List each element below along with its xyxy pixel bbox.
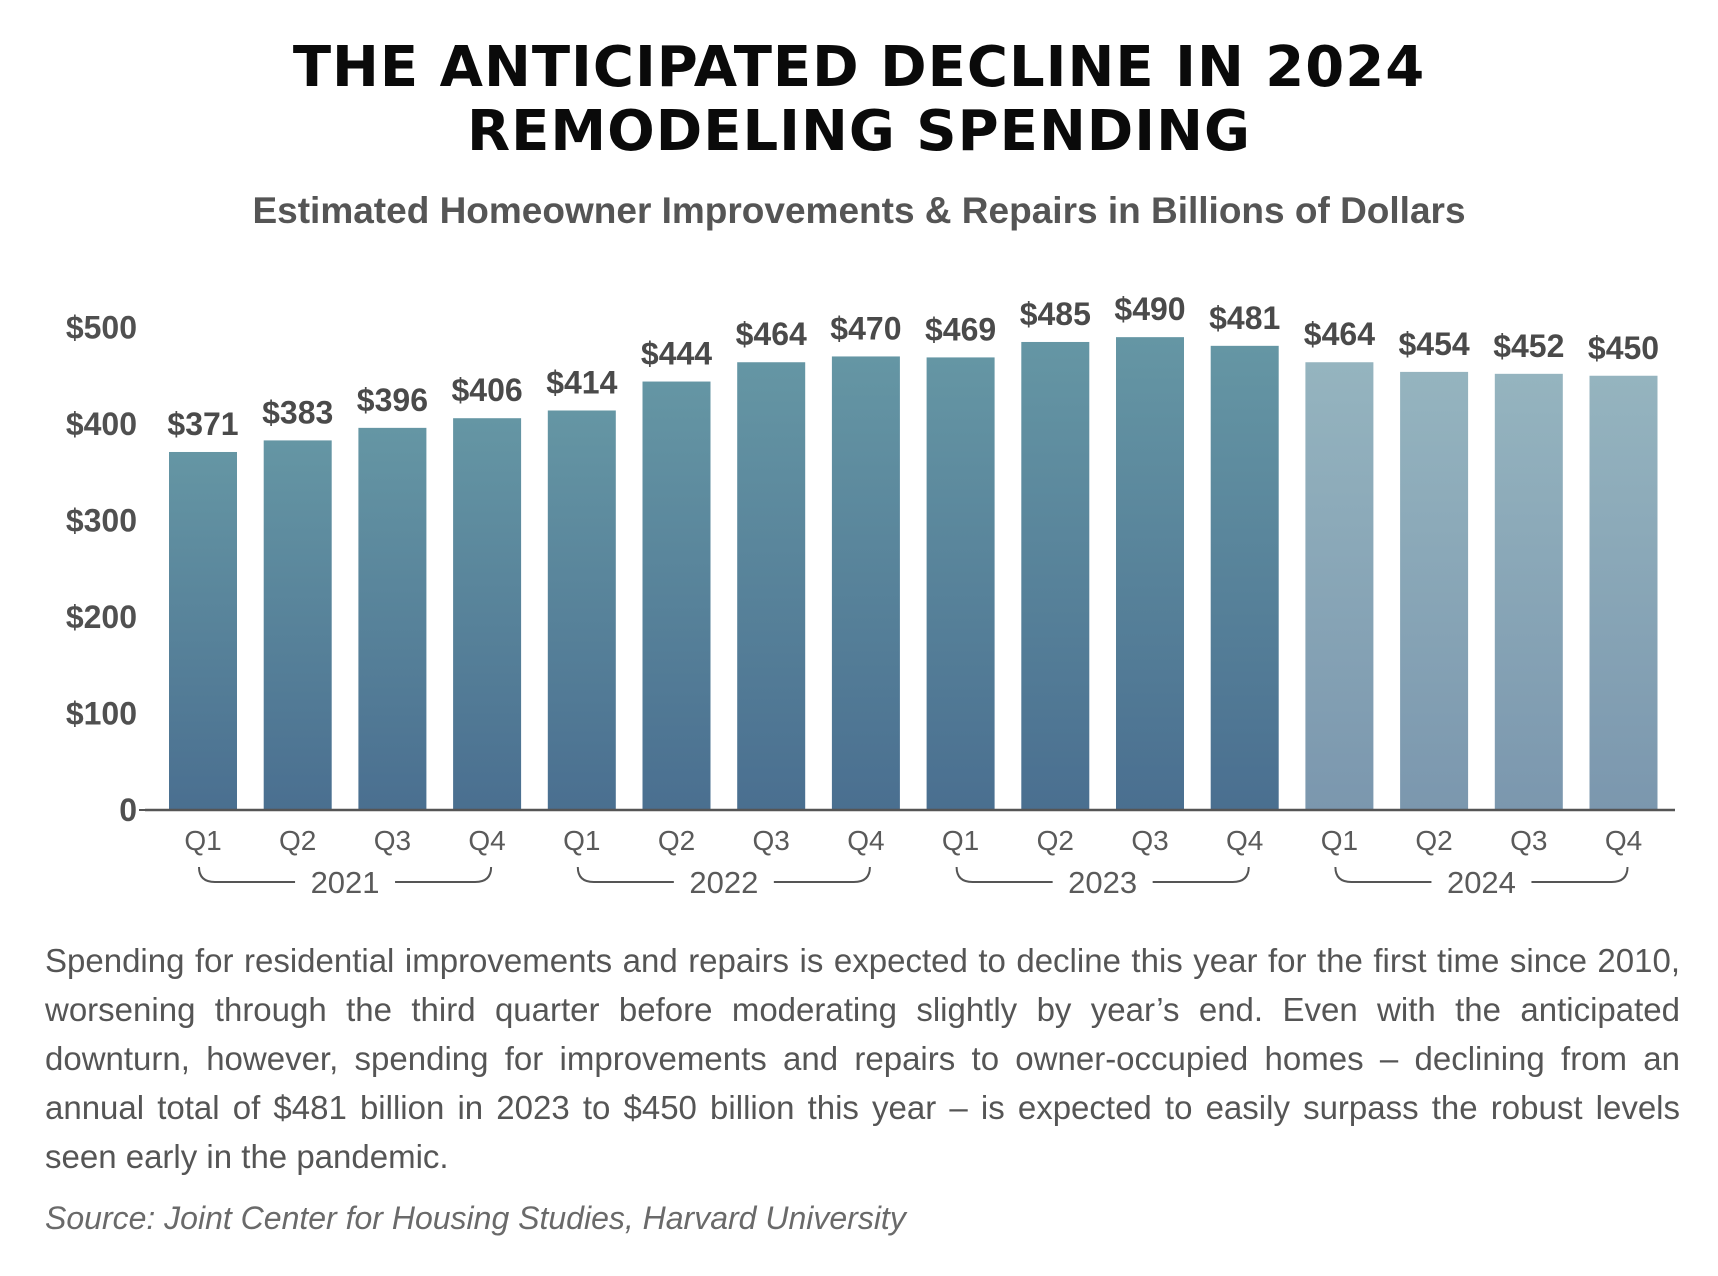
x-tick-label: Q4 — [1226, 825, 1263, 856]
description-paragraph: Spending for residential improvements an… — [45, 942, 1680, 1175]
chart-title-line-1: THE ANTICIPATED DECLINE IN 2024 — [292, 35, 1426, 100]
bar-value-label: $396 — [357, 382, 428, 418]
bar — [1116, 337, 1184, 810]
y-tick-label: 0 — [119, 792, 137, 828]
x-tick-label: Q3 — [753, 825, 790, 856]
x-tick-label: Q3 — [1131, 825, 1168, 856]
x-tick-label: Q1 — [563, 825, 600, 856]
bar-value-label: $464 — [1304, 316, 1375, 352]
year-label: 2023 — [1068, 865, 1137, 900]
bracket-line — [955, 866, 1250, 883]
bar-value-label: $464 — [736, 316, 807, 352]
x-tick-label: Q4 — [468, 825, 505, 856]
bar — [1210, 345, 1279, 810]
bar-value-label: $485 — [1020, 296, 1091, 332]
bars: $371 $383 $396 $406 $414 $444 $464 $470 $469 $485… — [167, 291, 1659, 810]
bar — [737, 362, 806, 810]
year-bracket: 2021 — [198, 865, 493, 900]
bar-value-label: $450 — [1588, 330, 1659, 366]
bar-value-label: $444 — [641, 336, 712, 372]
bar-projected — [1400, 371, 1469, 810]
chart-title-line-2: REMODELING SPENDING — [467, 99, 1251, 164]
bracket-line — [198, 866, 493, 883]
x-tick-label: Q1 — [942, 825, 979, 856]
bar-value-label: $383 — [262, 394, 333, 430]
y-tick-label: $500 — [66, 310, 137, 346]
bar — [169, 451, 237, 810]
bar — [547, 410, 616, 810]
y-tick-label: $300 — [66, 503, 137, 539]
bar — [831, 356, 900, 810]
bar-value-label: $371 — [167, 406, 238, 442]
bar-value-label: $414 — [546, 364, 617, 400]
x-axis: Q1 Q2 Q3 Q4 Q1 Q2 Q3 Q4 Q1 Q2 Q3 Q4 Q1 Q2 Q3 Q4 2021 2022… — [145, 808, 1675, 900]
bar — [1021, 341, 1090, 810]
bar-value-label: $406 — [452, 372, 523, 408]
bar-value-label: $481 — [1209, 300, 1280, 336]
y-tick-label: $100 — [66, 696, 137, 732]
chart-subtitle: Estimated Homeowner Improvements & Repai… — [252, 190, 1466, 231]
x-tick-label: Q3 — [374, 825, 411, 856]
year-label: 2021 — [311, 865, 380, 900]
bar-projected — [1589, 375, 1658, 810]
year-label: 2022 — [689, 865, 758, 900]
y-axis: 0 $100 $200 $300 $400 $500 — [66, 310, 145, 828]
x-tick-label: Q4 — [1605, 825, 1642, 856]
bar-projected — [1494, 373, 1563, 810]
year-bracket: 2022 — [576, 865, 871, 900]
bar — [263, 440, 332, 810]
x-tick-label: Q1 — [1321, 825, 1358, 856]
x-tick-label: Q4 — [847, 825, 884, 856]
x-tick-label: Q2 — [279, 825, 316, 856]
bar — [453, 418, 522, 810]
bracket-line — [1334, 866, 1629, 883]
year-label: 2024 — [1447, 865, 1516, 900]
bar-value-label: $490 — [1114, 291, 1185, 327]
x-tick-label: Q2 — [1037, 825, 1074, 856]
bar-value-label: $454 — [1399, 326, 1470, 362]
bar — [358, 427, 427, 810]
y-tick-label: $200 — [66, 599, 137, 635]
x-tick-label: Q1 — [184, 825, 221, 856]
x-tick-label: Q2 — [658, 825, 695, 856]
bar — [926, 357, 995, 810]
bar-projected — [1305, 362, 1374, 810]
bar-chart: 0 $100 $200 $300 $400 $500 $371 $383 $396 $406 $4… — [66, 291, 1675, 900]
bracket-line — [576, 866, 871, 883]
bar-value-label: $469 — [925, 311, 996, 347]
year-bracket: 2023 — [955, 865, 1250, 900]
bar-value-label: $452 — [1493, 328, 1564, 364]
bar-value-label: $470 — [830, 310, 901, 346]
bar — [642, 381, 711, 810]
x-tick-label: Q3 — [1510, 825, 1547, 856]
source-note: Source: Joint Center for Housing Studies… — [45, 1200, 906, 1236]
x-tick-label: Q2 — [1415, 825, 1452, 856]
y-tick-label: $400 — [66, 406, 137, 442]
year-bracket: 2024 — [1334, 865, 1629, 900]
